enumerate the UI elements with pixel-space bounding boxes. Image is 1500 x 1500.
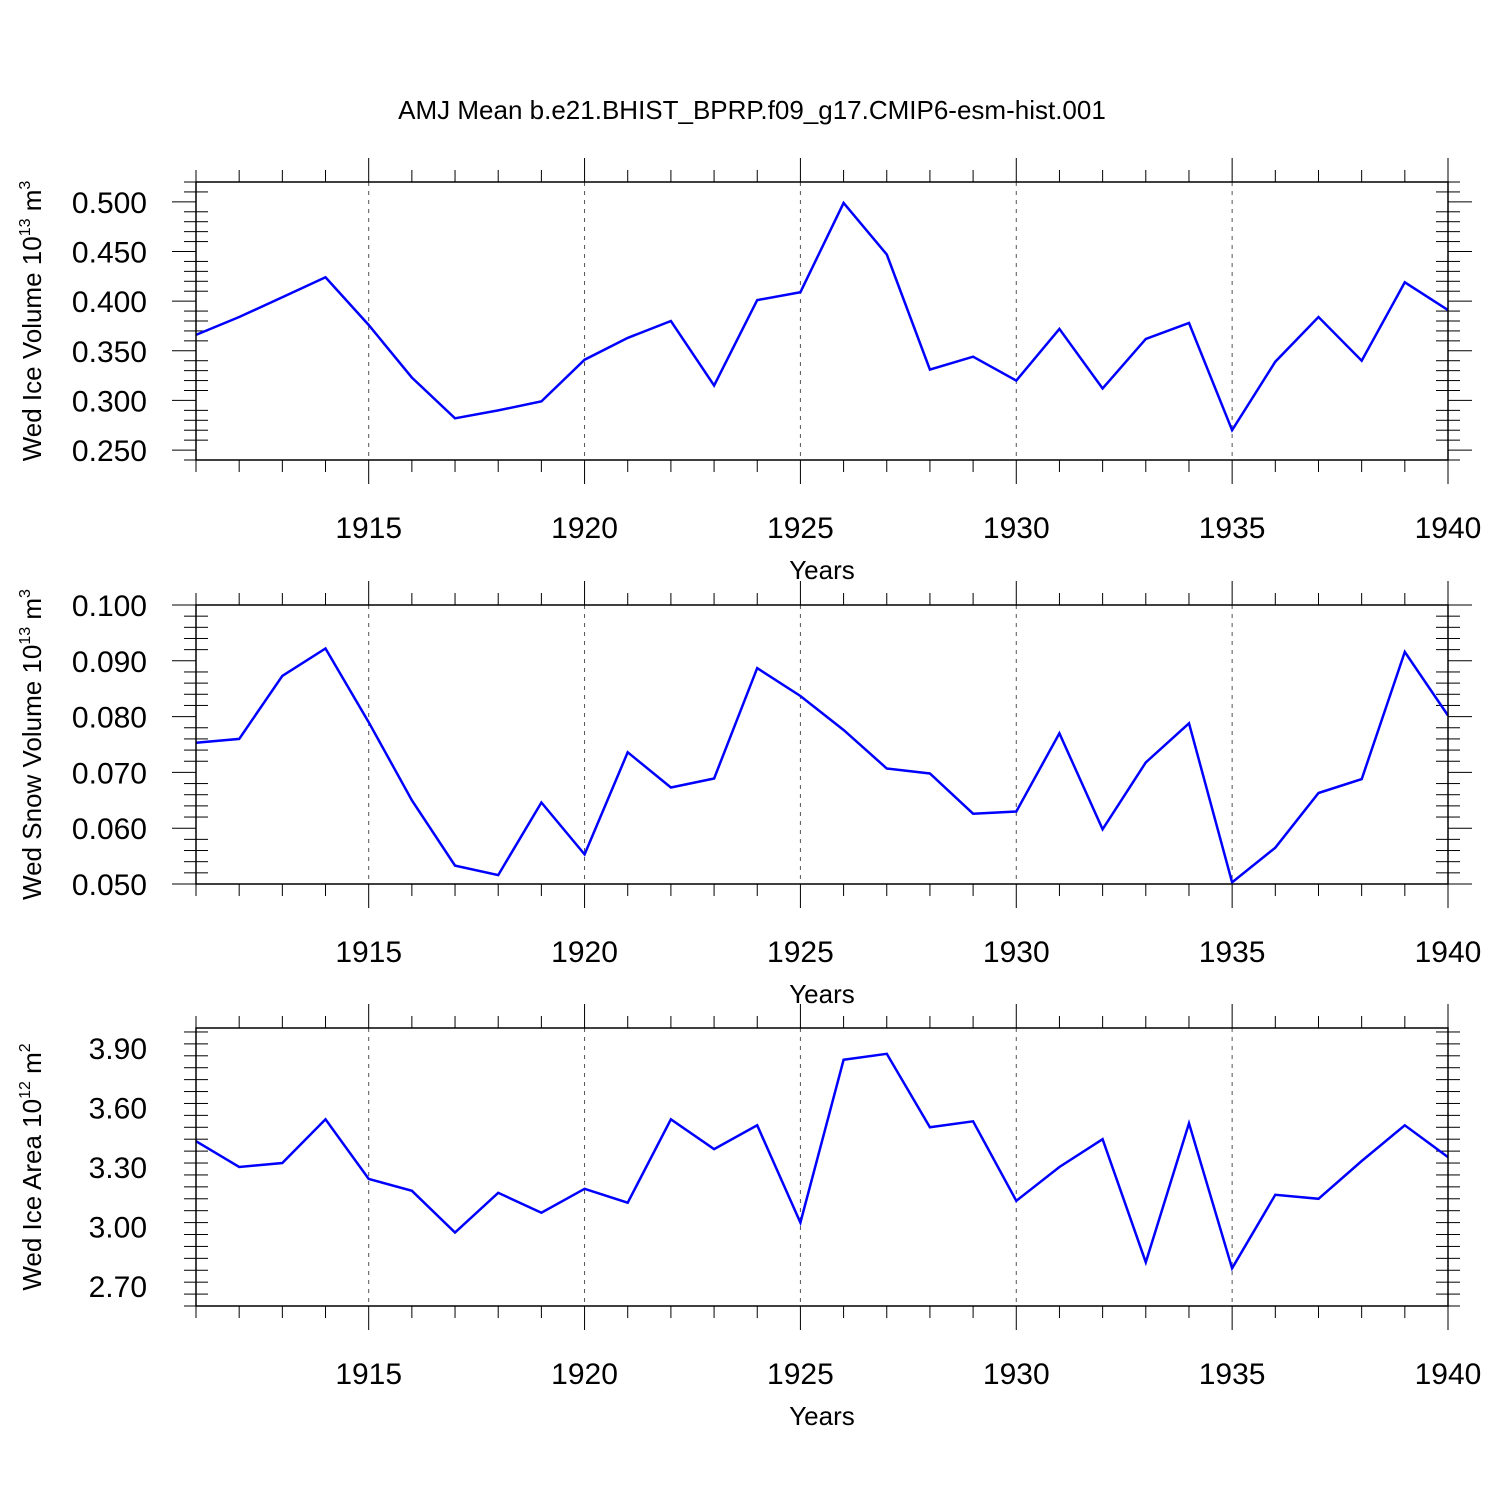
x-tick-label: 1920 <box>551 936 618 969</box>
y-tick-label: 0.070 <box>72 757 147 790</box>
y-tick-label: 2.70 <box>89 1271 147 1304</box>
y-tick-label: 3.90 <box>89 1033 147 1066</box>
panels: 0.250 0.300 0.350 0.400 0.450 0.500 1915 1920 19… <box>17 158 1481 1431</box>
x-tick-label: 1930 <box>983 936 1050 969</box>
plot-frame <box>195 604 1449 885</box>
x-tick-label: 1940 <box>1415 512 1482 545</box>
series-line <box>195 200 1449 433</box>
y-axis-label: Wed Ice Area 1012 m2 <box>17 1043 47 1290</box>
x-tick-label: 1920 <box>551 1358 618 1391</box>
x-axis-label: Years <box>789 555 855 585</box>
x-tick-label: 1930 <box>983 512 1050 545</box>
y-axis-label: Wed Snow Volume 1013 m3 <box>17 589 47 900</box>
y-tick-label: 0.090 <box>72 646 147 679</box>
x-tick-label: 1935 <box>1199 512 1266 545</box>
plot-frame <box>195 1027 1449 1307</box>
y-tick-label: 3.60 <box>89 1092 147 1125</box>
y-tick-label: 0.100 <box>72 590 147 623</box>
y-tick-label: 0.300 <box>72 385 147 418</box>
chart-panel-1: 0.250 0.300 0.350 0.400 0.450 0.500 1915 1920 19… <box>17 158 1481 585</box>
x-tick-label: 1915 <box>335 512 402 545</box>
y-tick-label: 0.050 <box>72 869 147 902</box>
x-tick-label: 1940 <box>1415 936 1482 969</box>
y-tick-label: 0.500 <box>72 187 147 220</box>
x-tick-label: 1915 <box>335 936 402 969</box>
x-tick-label: 1935 <box>1199 936 1266 969</box>
x-axis-label: Years <box>789 979 855 1009</box>
y-tick-label: 0.400 <box>72 286 147 319</box>
plot-frame <box>195 181 1449 461</box>
x-tick-label: 1935 <box>1199 1358 1266 1391</box>
y-tick-label: 0.450 <box>72 237 147 270</box>
y-tick-label: 0.080 <box>72 702 147 735</box>
chart-panel-3: 2.70 3.00 3.30 3.60 3.90 1915 1920 1925 1930 1935… <box>17 1004 1481 1431</box>
x-tick-label: 1915 <box>335 1358 402 1391</box>
y-tick-label: 0.060 <box>72 813 147 846</box>
x-axis-label: Years <box>789 1401 855 1431</box>
y-tick-label: 0.350 <box>72 336 147 369</box>
y-tick-label: 3.00 <box>89 1212 147 1245</box>
x-tick-label: 1925 <box>767 1358 834 1391</box>
series-line <box>195 1052 1449 1272</box>
x-tick-label: 1920 <box>551 512 618 545</box>
chart-panel-2: 0.050 0.060 0.070 0.080 0.090 0.100 1915 1920 19… <box>17 581 1481 1009</box>
x-tick-label: 1940 <box>1415 1358 1482 1391</box>
y-tick-label: 3.30 <box>89 1152 147 1185</box>
y-axis-label: Wed Ice Volume 1013 m3 <box>17 181 47 462</box>
y-tick-label: 0.250 <box>72 435 147 468</box>
x-tick-label: 1930 <box>983 1358 1050 1391</box>
figure-title: AMJ Mean b.e21.BHIST_BPRP.f09_g17.CMIP6-… <box>398 95 1106 125</box>
x-tick-label: 1925 <box>767 512 834 545</box>
x-tick-label: 1925 <box>767 936 834 969</box>
series-line <box>195 646 1450 885</box>
